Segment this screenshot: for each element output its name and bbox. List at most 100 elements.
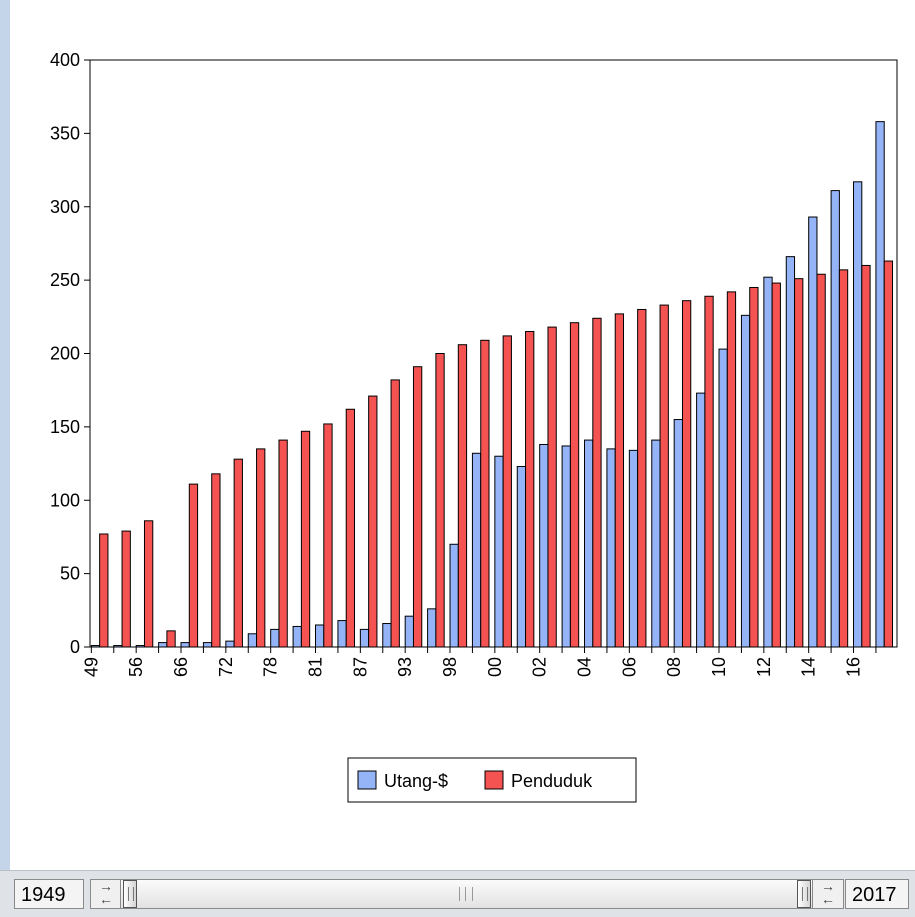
bar [525,330,535,648]
slider-grip-icon [459,887,473,901]
bar [412,366,423,648]
legend-swatch [357,770,377,790]
x-tick-label: 72 [216,657,236,677]
range-start-label: 1949 [14,879,84,909]
x-tick-label: 78 [261,657,281,677]
legend: Utang-$ Penduduk [347,757,637,803]
window-left-border [0,0,10,870]
bar [211,473,221,648]
bar [861,264,871,648]
bar [300,430,311,648]
x-tick-label: 81 [306,657,326,677]
bar [480,339,490,648]
bar [345,408,356,648]
legend-label: Utang-$ [384,771,448,791]
bar [202,642,213,648]
slider-start-handle[interactable] [123,880,137,908]
arrow-right-icon: → [99,878,113,894]
range-end-label: 2017 [845,879,909,909]
legend-label: Penduduk [511,771,593,791]
bar [749,286,759,648]
slider-end-handle[interactable] [797,880,811,908]
bar [681,300,692,648]
bar [838,269,849,648]
y-tick-label: 100 [50,490,80,510]
x-tick-label: 93 [395,657,415,677]
bar [592,317,602,648]
y-tick-label: 150 [50,417,80,437]
x-tick-label: 12 [754,657,774,677]
chart-area: 0 50 100 150 200 250 300 350 400 49 56 66 72 78 81 87 93… [10,0,915,870]
bar [502,335,512,648]
bar [726,291,737,648]
y-tick-label: 50 [60,564,80,584]
bar [740,314,751,648]
bar [875,121,885,648]
bar [121,530,131,648]
bar [247,633,258,648]
bar [628,449,639,648]
bar [359,628,370,648]
grip-icon [128,887,134,901]
bar [404,615,414,648]
bar [323,423,333,648]
x-tick-label: 08 [664,657,684,677]
bar [188,483,199,648]
bar [270,628,280,648]
bar [763,276,773,648]
grip-icon [802,887,808,901]
bar [718,348,728,648]
y-tick-label: 350 [50,123,80,143]
bar [143,520,154,648]
bar [471,452,482,648]
y-tick-label: 200 [50,344,80,364]
bar [606,448,616,648]
bar [771,282,781,648]
bar [315,624,325,648]
bar [278,439,288,648]
bar [292,625,302,648]
x-tick-label: 04 [575,657,595,677]
range-slider[interactable] [120,879,814,909]
bar [368,395,378,648]
x-tick-label: 98 [440,657,460,677]
bar [816,273,826,648]
bar [547,326,557,648]
bar [883,260,894,648]
bar [659,304,669,648]
bar [673,419,683,648]
bar [516,465,527,648]
right-arrows-button[interactable]: → ← [812,879,844,909]
x-tick-label: 87 [350,657,370,677]
bar [785,256,796,648]
x-tick-label: 02 [530,657,550,677]
bar [225,640,235,648]
bar [494,455,504,648]
bar [382,623,392,648]
y-tick-label: 300 [50,197,80,217]
bar [449,543,459,648]
bar [808,216,818,648]
bar [158,642,168,648]
x-tick-label: 10 [709,657,729,677]
x-tick-label: 66 [171,657,191,677]
bar [853,181,863,648]
bar [637,308,647,648]
x-tick-label: 00 [485,657,505,677]
bar [569,322,580,648]
bar [180,642,190,648]
arrow-left-icon: ← [99,891,113,907]
x-tick-label: 49 [81,657,101,677]
left-arrows-button[interactable]: → ← [90,879,122,909]
bar [614,313,625,648]
bar [233,458,243,648]
x-tick-label: 56 [126,657,146,677]
bar [99,533,109,648]
bar [457,344,468,648]
sample-range-bar: 1949 → ← → ← 2017 [0,870,915,917]
bar [830,190,840,648]
bar [166,630,176,648]
bar [390,379,400,648]
arrow-left-icon: ← [821,891,835,907]
y-tick-label: 0 [70,637,80,657]
